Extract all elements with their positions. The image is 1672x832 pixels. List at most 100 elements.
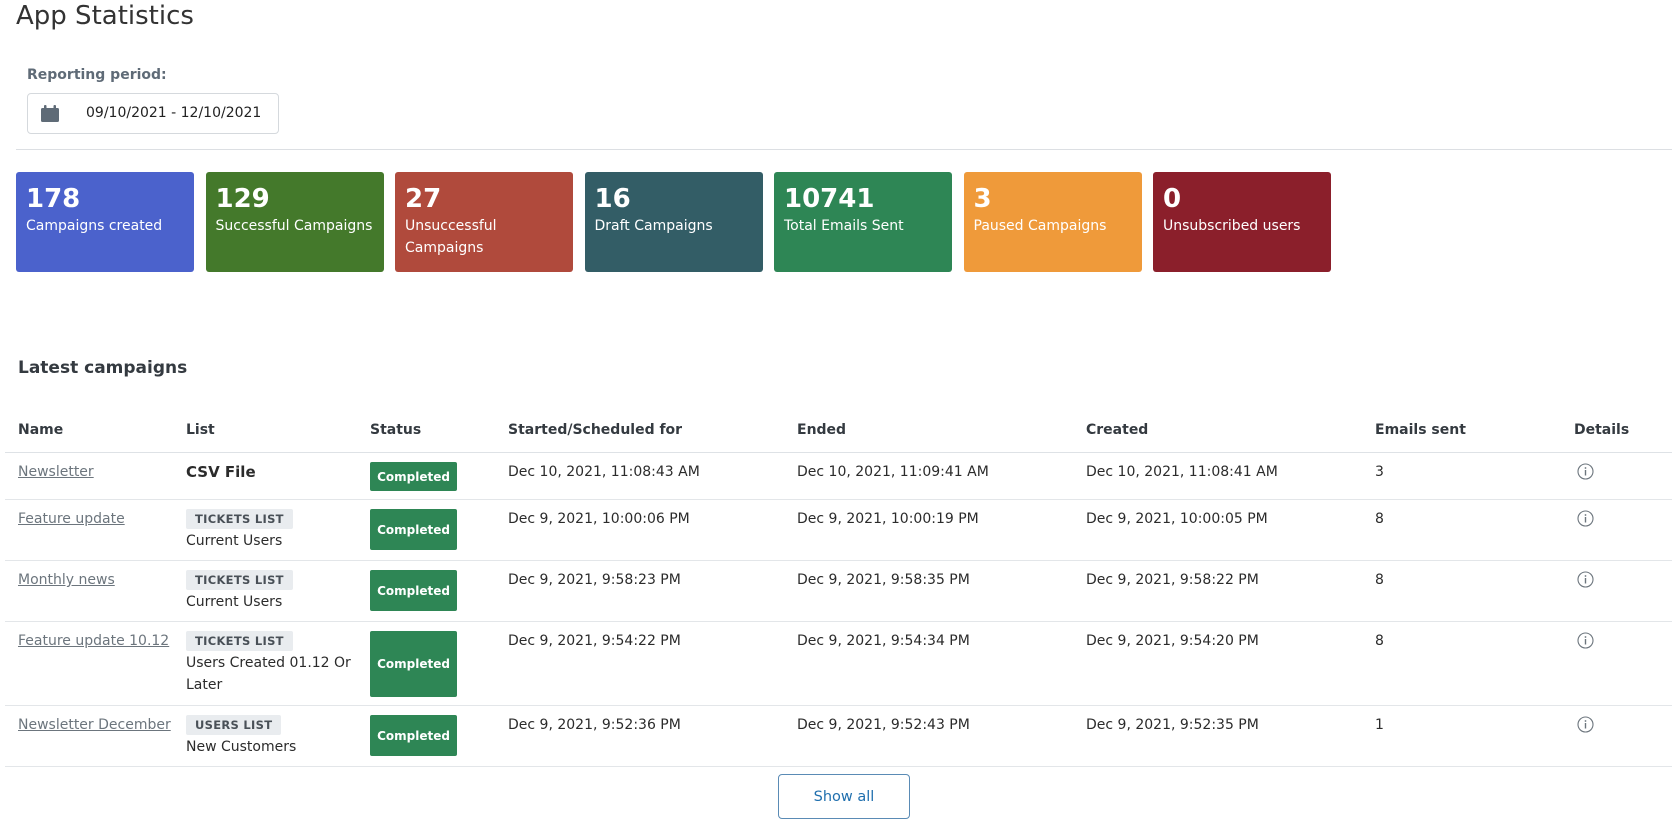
cell-list: TICKETS LIST Current Users — [173, 560, 357, 622]
stat-label: Total Emails Sent — [784, 218, 904, 234]
list-type-badge: USERS LIST — [186, 715, 282, 735]
date-range-value: 09/10/2021 - 12/10/2021 — [86, 105, 262, 121]
cell-created: Dec 10, 2021, 11:08:41 AM — [1073, 452, 1362, 500]
column-header-created[interactable]: Created — [1073, 408, 1362, 453]
status-badge: Completed — [370, 715, 457, 756]
cell-ended: Dec 9, 2021, 10:00:19 PM — [784, 499, 1073, 561]
column-header-list[interactable]: List — [173, 408, 357, 453]
campaign-link[interactable]: Newsletter — [18, 464, 94, 480]
stat-value: 10741 — [784, 184, 875, 214]
cell-ended: Dec 9, 2021, 9:54:34 PM — [784, 621, 1073, 706]
stat-value: 129 — [215, 184, 270, 214]
list-type-badge: TICKETS LIST — [186, 631, 293, 651]
divider — [16, 149, 1672, 150]
show-all-button[interactable]: Show all — [778, 774, 910, 819]
campaign-link[interactable]: Feature update 10.12 — [18, 633, 170, 649]
cell-emails-sent: 3 — [1362, 452, 1561, 500]
table-row: Feature update TICKETS LIST Current Users C… — [5, 499, 1672, 561]
cell-started: Dec 9, 2021, 10:00:06 PM — [495, 499, 784, 561]
cell-details — [1561, 452, 1672, 500]
column-header-started[interactable]: Started/Scheduled for — [495, 408, 784, 453]
column-header-ended[interactable]: Ended — [784, 408, 1073, 453]
reporting-period-label: Reporting period: — [27, 67, 167, 83]
cell-status: Completed — [357, 705, 495, 767]
campaign-link[interactable]: Newsletter December — [18, 717, 171, 733]
latest-campaigns-title: Latest campaigns — [18, 358, 188, 378]
cell-emails-sent: 8 — [1362, 560, 1561, 622]
status-badge: Completed — [370, 509, 457, 550]
cell-details — [1561, 621, 1672, 706]
info-icon[interactable] — [1577, 632, 1594, 649]
stat-tile: 129 Successful Campaigns — [205, 172, 384, 272]
cell-status: Completed — [357, 452, 495, 500]
stat-label: Unsuccessful Campaigns — [405, 218, 497, 256]
cell-list: USERS LIST New Customers — [173, 705, 357, 767]
list-type-badge: TICKETS LIST — [186, 509, 293, 529]
cell-created: Dec 9, 2021, 9:54:20 PM — [1073, 621, 1362, 706]
cell-details — [1561, 705, 1672, 767]
stat-label: Successful Campaigns — [215, 218, 373, 234]
cell-name: Newsletter — [5, 452, 173, 500]
info-icon[interactable] — [1577, 571, 1594, 588]
stat-label: Unsubscribed users — [1163, 218, 1301, 234]
cell-started: Dec 9, 2021, 9:52:36 PM — [495, 705, 784, 767]
column-header-details: Details — [1561, 408, 1672, 453]
cell-name: Feature update — [5, 499, 173, 561]
status-badge: Completed — [370, 570, 457, 611]
stat-value: 0 — [1163, 184, 1182, 214]
stat-value: 16 — [594, 184, 631, 214]
campaign-link[interactable]: Monthly news — [18, 572, 115, 588]
status-badge: Completed — [370, 462, 457, 491]
cell-list: TICKETS LIST Current Users — [173, 499, 357, 561]
list-name: Current Users — [186, 594, 283, 610]
calendar-icon — [41, 105, 59, 122]
cell-created: Dec 9, 2021, 9:52:35 PM — [1073, 705, 1362, 767]
column-header-status[interactable]: Status — [357, 408, 495, 453]
cell-started: Dec 9, 2021, 9:58:23 PM — [495, 560, 784, 622]
cell-ended: Dec 10, 2021, 11:09:41 AM — [784, 452, 1073, 500]
cell-ended: Dec 9, 2021, 9:52:43 PM — [784, 705, 1073, 767]
list-name: New Customers — [186, 739, 297, 755]
info-icon[interactable] — [1577, 463, 1594, 480]
cell-list: TICKETS LIST Users Created 01.12 Or Later — [173, 621, 357, 706]
stat-value: 3 — [973, 184, 992, 214]
cell-details — [1561, 560, 1672, 622]
cell-ended: Dec 9, 2021, 9:58:35 PM — [784, 560, 1073, 622]
stat-tile: 3 Paused Campaigns — [963, 172, 1142, 272]
stat-label: Paused Campaigns — [973, 218, 1107, 234]
cell-started: Dec 9, 2021, 9:54:22 PM — [495, 621, 784, 706]
cell-details — [1561, 499, 1672, 561]
table-row: Newsletter CSV File Completed Dec 10, 2021,… — [5, 452, 1672, 500]
stat-tile: 16 Draft Campaigns — [584, 172, 763, 272]
cell-created: Dec 9, 2021, 9:58:22 PM — [1073, 560, 1362, 622]
stat-label: Campaigns created — [26, 218, 163, 234]
cell-status: Completed — [357, 499, 495, 561]
stat-value: 178 — [26, 184, 81, 214]
cell-emails-sent: 8 — [1362, 621, 1561, 706]
cell-list: CSV File — [173, 452, 357, 500]
list-name: Current Users — [186, 533, 283, 549]
table-row: Feature update 10.12 TICKETS LIST Users Cr… — [5, 621, 1672, 706]
page-title: App Statistics — [16, 1, 194, 31]
list-name: CSV File — [186, 463, 256, 481]
cell-created: Dec 9, 2021, 10:00:05 PM — [1073, 499, 1362, 561]
list-type-badge: TICKETS LIST — [186, 570, 293, 590]
cell-emails-sent: 1 — [1362, 705, 1561, 767]
column-header-emails-sent[interactable]: Emails sent — [1362, 408, 1561, 453]
campaigns-table: Name List Status Started/Scheduled for E… — [5, 408, 1672, 767]
campaign-link[interactable]: Feature update — [18, 511, 125, 527]
cell-status: Completed — [357, 560, 495, 622]
cell-status: Completed — [357, 621, 495, 706]
cell-started: Dec 10, 2021, 11:08:43 AM — [495, 452, 784, 500]
info-icon[interactable] — [1577, 716, 1594, 733]
list-name: Users Created 01.12 Or Later — [186, 655, 351, 693]
cell-name: Monthly news — [5, 560, 173, 622]
table-header-row: Name List Status Started/Scheduled for E… — [5, 408, 1672, 453]
status-badge: Completed — [370, 631, 457, 697]
date-range-picker[interactable]: 09/10/2021 - 12/10/2021 — [27, 93, 279, 134]
table-row: Monthly news TICKETS LIST Current Users Com… — [5, 560, 1672, 622]
info-icon[interactable] — [1577, 510, 1594, 527]
table-row: Newsletter December USERS LIST New Custome… — [5, 705, 1672, 767]
cell-name: Feature update 10.12 — [5, 621, 173, 706]
column-header-name[interactable]: Name — [5, 408, 173, 453]
